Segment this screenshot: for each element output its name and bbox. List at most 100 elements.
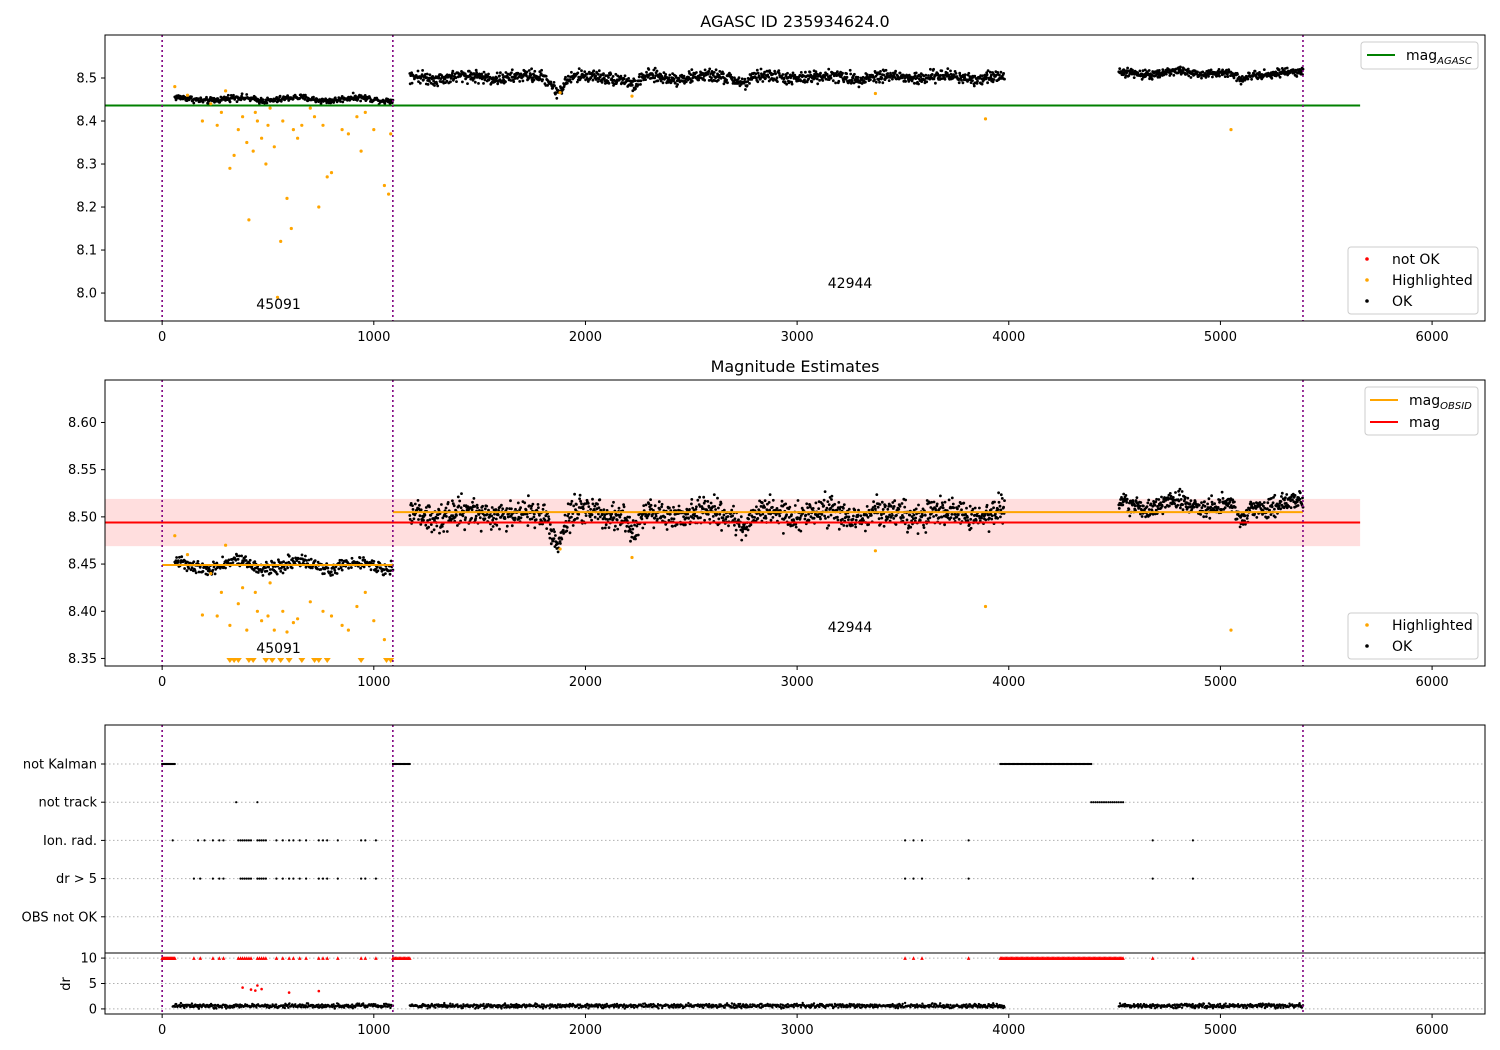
ok-point: [622, 77, 626, 81]
ok-point: [422, 78, 425, 82]
ok-point: [464, 516, 467, 520]
highlighted-point: [359, 149, 363, 153]
ok-point: [849, 72, 853, 76]
ok-point: [305, 559, 308, 562]
ok-point: [456, 495, 460, 499]
ok-point: [190, 95, 193, 99]
flag-point: [292, 877, 295, 880]
ok-point: [630, 531, 634, 535]
y-tick-label: 8.5: [76, 72, 97, 87]
ok-point: [530, 504, 533, 508]
legend-label-ok: OK: [1392, 294, 1413, 310]
ok-point: [503, 517, 507, 520]
ok-point: [1164, 505, 1167, 509]
flag-point: [326, 839, 329, 842]
ok-point: [408, 517, 412, 521]
clipped-marker: [357, 658, 365, 663]
ok-point: [1132, 76, 1136, 79]
highlighted-point: [219, 590, 223, 595]
ok-point: [756, 517, 760, 520]
ok-point: [389, 569, 392, 572]
ok-point: [721, 516, 725, 520]
ok-point: [969, 526, 973, 530]
ok-point: [959, 502, 963, 505]
highlighted-point: [224, 543, 228, 547]
ok-point: [564, 75, 567, 79]
ok-point: [1197, 503, 1201, 507]
ok-point: [492, 516, 495, 520]
flag-point: [1107, 801, 1110, 804]
flag-point: [247, 839, 250, 842]
ok-point: [667, 76, 671, 80]
ok-point: [874, 80, 878, 84]
ok-point: [634, 537, 637, 541]
ok-point: [794, 525, 798, 529]
ok-point: [891, 501, 895, 504]
ok-point: [787, 516, 791, 519]
ok-point: [496, 82, 500, 86]
highlighted-point: [289, 226, 293, 231]
ok-point: [1207, 497, 1211, 501]
ok-point: [526, 515, 529, 519]
ok-point: [715, 512, 719, 516]
ok-point: [591, 502, 595, 506]
ok-point: [683, 81, 686, 85]
ok-point: [976, 79, 979, 83]
dr-point: [298, 1003, 302, 1006]
highlighted-point: [291, 621, 295, 625]
ok-point: [1273, 493, 1277, 497]
ok-point: [433, 84, 436, 87]
ok-point: [984, 518, 988, 522]
ok-point: [807, 512, 810, 516]
ok-point: [602, 508, 606, 511]
ok-point: [957, 517, 961, 521]
ok-point: [1252, 502, 1256, 505]
ok-point: [629, 539, 632, 543]
ok-point: [996, 508, 1000, 511]
ok-point: [463, 528, 467, 532]
ok-point: [236, 557, 240, 561]
panel-1-legend-top: magAGASC: [1360, 41, 1479, 70]
ok-point: [479, 529, 483, 533]
highlighted-point: [236, 602, 240, 606]
ok-point: [463, 518, 467, 522]
ok-point: [1190, 508, 1194, 511]
ok-point: [711, 515, 715, 518]
ok-point: [487, 78, 491, 82]
ok-point: [983, 512, 987, 516]
ok-point: [651, 73, 655, 77]
ok-point: [570, 70, 573, 74]
ok-point: [483, 507, 487, 511]
ok-point: [467, 69, 471, 73]
ok-point: [628, 527, 632, 531]
ok-point: [1189, 499, 1193, 502]
ok-point: [628, 515, 631, 519]
ok-point: [1147, 498, 1151, 502]
ok-point: [590, 518, 593, 522]
ok-point: [1121, 498, 1124, 501]
ok-point: [429, 513, 433, 517]
ok-point: [212, 560, 215, 564]
ok-point: [566, 74, 570, 78]
ok-point: [279, 569, 283, 573]
ok-point: [641, 526, 645, 530]
highlighted-point: [266, 123, 270, 127]
ok-point: [1138, 504, 1142, 508]
ok-point: [924, 531, 928, 534]
ok-point: [613, 528, 616, 532]
ok-point: [1238, 525, 1242, 529]
ok-point: [894, 523, 898, 526]
y-tick-label: 8.60: [68, 416, 97, 431]
ok-point: [235, 554, 239, 558]
panel-2-ticks: 8.358.408.458.508.558.600 1000 2000 3000 400…: [68, 416, 1449, 690]
ok-point: [548, 532, 551, 535]
highlighted-point: [279, 239, 283, 243]
ok-point: [416, 499, 420, 502]
ok-point: [702, 495, 706, 499]
highlighted-point: [281, 119, 285, 123]
ok-point: [461, 514, 465, 518]
ok-point: [536, 503, 540, 506]
ok-point: [1273, 515, 1277, 519]
highlighted-point: [983, 604, 988, 609]
flag-point: [374, 877, 377, 880]
